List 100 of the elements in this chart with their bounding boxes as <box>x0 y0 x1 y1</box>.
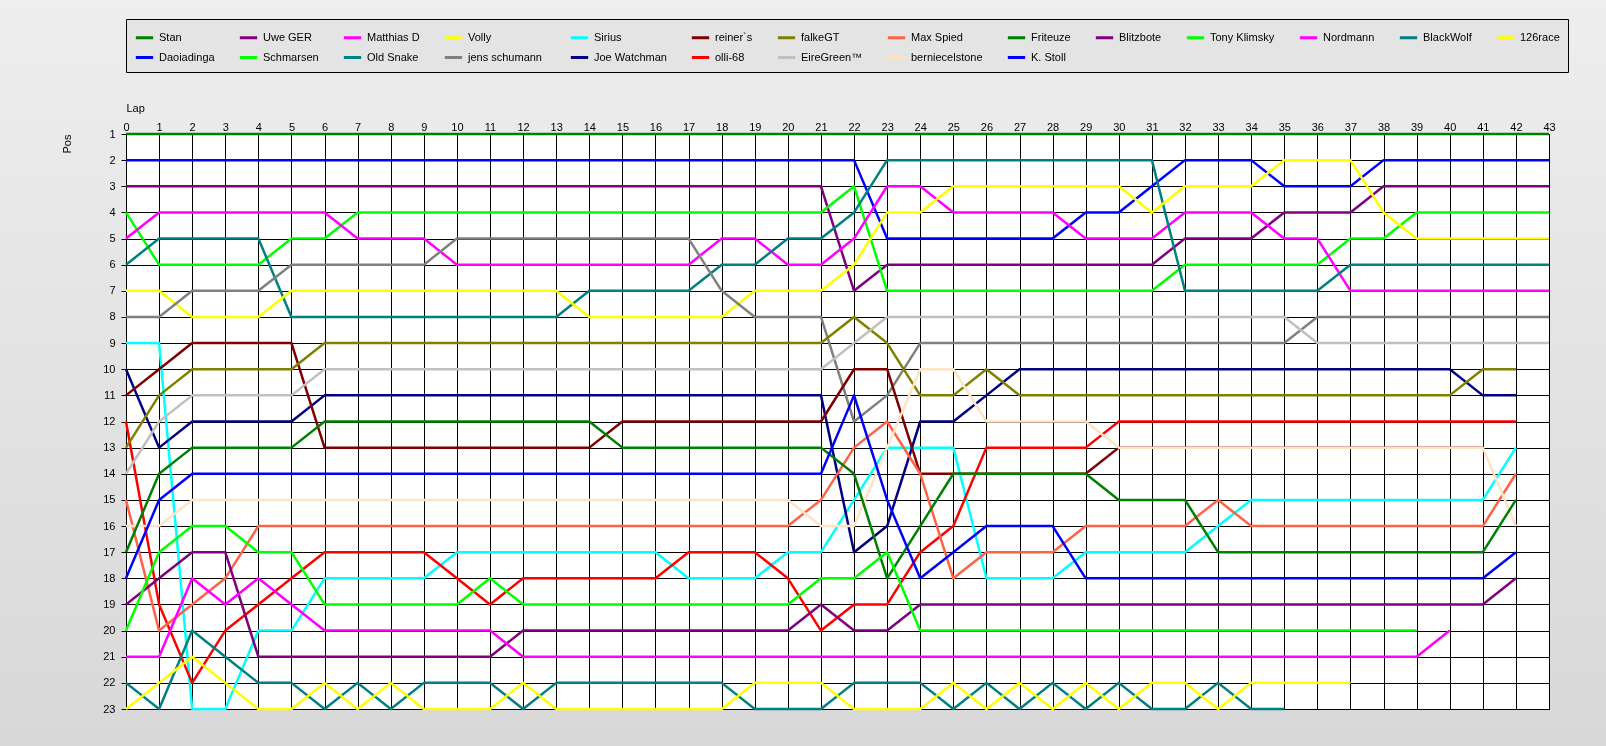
y-tick-label: 23 <box>103 702 116 715</box>
y-tick-label: 22 <box>103 676 116 689</box>
x-tick-label: 23 <box>881 120 894 133</box>
x-tick-label: 42 <box>1510 120 1523 133</box>
x-tick-label: 39 <box>1411 120 1424 133</box>
legend-label: Matthias D <box>367 30 420 43</box>
y-tick-label: 4 <box>109 205 116 218</box>
line-series <box>124 315 1518 449</box>
y-tick-label: 5 <box>109 232 116 245</box>
y-tick-label: 2 <box>109 153 116 166</box>
line-series <box>124 185 1551 293</box>
x-tick-label: 37 <box>1344 120 1358 133</box>
legend-label: Stan <box>159 30 182 43</box>
x-tick-label: 9 <box>421 120 428 133</box>
x-tick-label: 26 <box>980 120 994 133</box>
y-tick-label: 15 <box>103 493 116 506</box>
y-tick-label: 17 <box>103 545 116 558</box>
legend-label: Uwe GER <box>263 30 312 43</box>
y-tick-label: 3 <box>109 179 116 192</box>
x-tick-label: 43 <box>1543 120 1556 133</box>
line-series <box>124 577 1451 658</box>
x-tick-label: 29 <box>1080 120 1093 133</box>
x-tick-label: 41 <box>1477 120 1490 133</box>
y-tick-label: 9 <box>109 336 116 349</box>
y-axis-title: Pos <box>61 134 74 154</box>
x-tick-label: 38 <box>1377 120 1391 133</box>
y-tick-label: 11 <box>104 388 116 401</box>
legend-label: Daoiadinga <box>159 50 216 63</box>
y-tick-label: 12 <box>103 415 116 427</box>
line-series <box>124 524 1418 632</box>
x-tick-label: 13 <box>550 120 563 133</box>
legend-label: Sirius <box>594 30 623 43</box>
y-tick-label: 6 <box>109 258 116 271</box>
x-tick-label: 7 <box>355 120 362 133</box>
x-tick-label: 34 <box>1245 120 1258 133</box>
y-tick-label: 7 <box>109 284 116 297</box>
y-tick-label: 18 <box>103 571 116 584</box>
line-series <box>124 420 1518 685</box>
legend-label: Tony Klimsky <box>1210 30 1275 43</box>
line-series <box>124 629 1286 711</box>
x-tick-label: 5 <box>288 120 296 133</box>
y-tick-label: 14 <box>103 467 116 480</box>
x-tick-label: 10 <box>451 120 464 133</box>
x-tick-label: 35 <box>1278 120 1291 133</box>
y-tick-label: 8 <box>109 310 116 323</box>
x-tick-label: 21 <box>815 120 828 133</box>
y-tick-label: 19 <box>103 597 116 610</box>
line-series <box>124 158 1551 319</box>
line-series <box>124 158 1551 240</box>
x-tick-label: 12 <box>517 120 530 133</box>
x-tick-label: 40 <box>1444 120 1457 133</box>
legend-label: Old Snake <box>367 50 419 63</box>
y-tick-label: 20 <box>103 624 116 637</box>
x-tick-label: 14 <box>583 120 596 133</box>
line-series <box>124 341 1518 711</box>
x-tick-label: 28 <box>1046 120 1060 133</box>
line-series <box>124 315 1551 476</box>
x-axis-title: Lap <box>126 101 145 114</box>
legend-label: Friteuze <box>1031 30 1071 43</box>
legend-label: BlackWolf <box>1423 30 1473 43</box>
legend-label: reiner`s <box>715 30 753 43</box>
y-tick-label: 16 <box>103 519 116 532</box>
x-tick-label: 2 <box>189 120 196 133</box>
line-series <box>124 420 1518 632</box>
x-tick-label: 24 <box>914 120 927 133</box>
legend-label: EireGreen™ <box>801 50 863 63</box>
legend-label: olli-68 <box>715 50 745 63</box>
x-tick-label: 31 <box>1146 120 1159 133</box>
x-tick-label: 6 <box>322 120 329 133</box>
legend-label: 126race <box>1520 30 1560 43</box>
legend-label: K. Stoll <box>1031 50 1066 63</box>
legend-label: Volly <box>468 30 492 43</box>
x-tick-label: 16 <box>649 120 663 133</box>
x-tick-label: 32 <box>1179 120 1192 133</box>
legend-label: Schmarsen <box>263 50 319 63</box>
x-tick-label: 17 <box>682 120 696 133</box>
x-tick-label: 0 <box>123 120 130 133</box>
x-tick-label: 22 <box>848 120 861 133</box>
legend-label: Blitzbote <box>1119 30 1162 43</box>
legend-label: Nordmann <box>1323 30 1375 43</box>
legend-label: Max Spied <box>911 30 963 43</box>
x-tick-label: 15 <box>616 120 630 133</box>
legend-label: Joe Watchman <box>594 50 667 63</box>
x-tick-label: 8 <box>388 120 395 133</box>
x-tick-label: 25 <box>947 120 960 133</box>
x-tick-label: 20 <box>782 120 795 133</box>
x-tick-label: 11 <box>484 120 497 133</box>
y-tick-label: 10 <box>103 362 116 375</box>
x-tick-label: 4 <box>255 120 262 133</box>
x-tick-label: 30 <box>1113 120 1126 133</box>
x-tick-label: 36 <box>1311 120 1324 133</box>
line-series <box>124 550 1518 658</box>
y-tick-label: 21 <box>103 650 116 663</box>
legend-label: berniecelstone <box>911 50 983 63</box>
x-tick-label: 33 <box>1212 120 1225 133</box>
line-series <box>124 237 1551 423</box>
x-tick-label: 1 <box>156 120 163 133</box>
y-tick-label: 13 <box>103 441 116 454</box>
x-tick-label: 18 <box>716 120 729 133</box>
x-tick-label: 3 <box>222 120 229 133</box>
